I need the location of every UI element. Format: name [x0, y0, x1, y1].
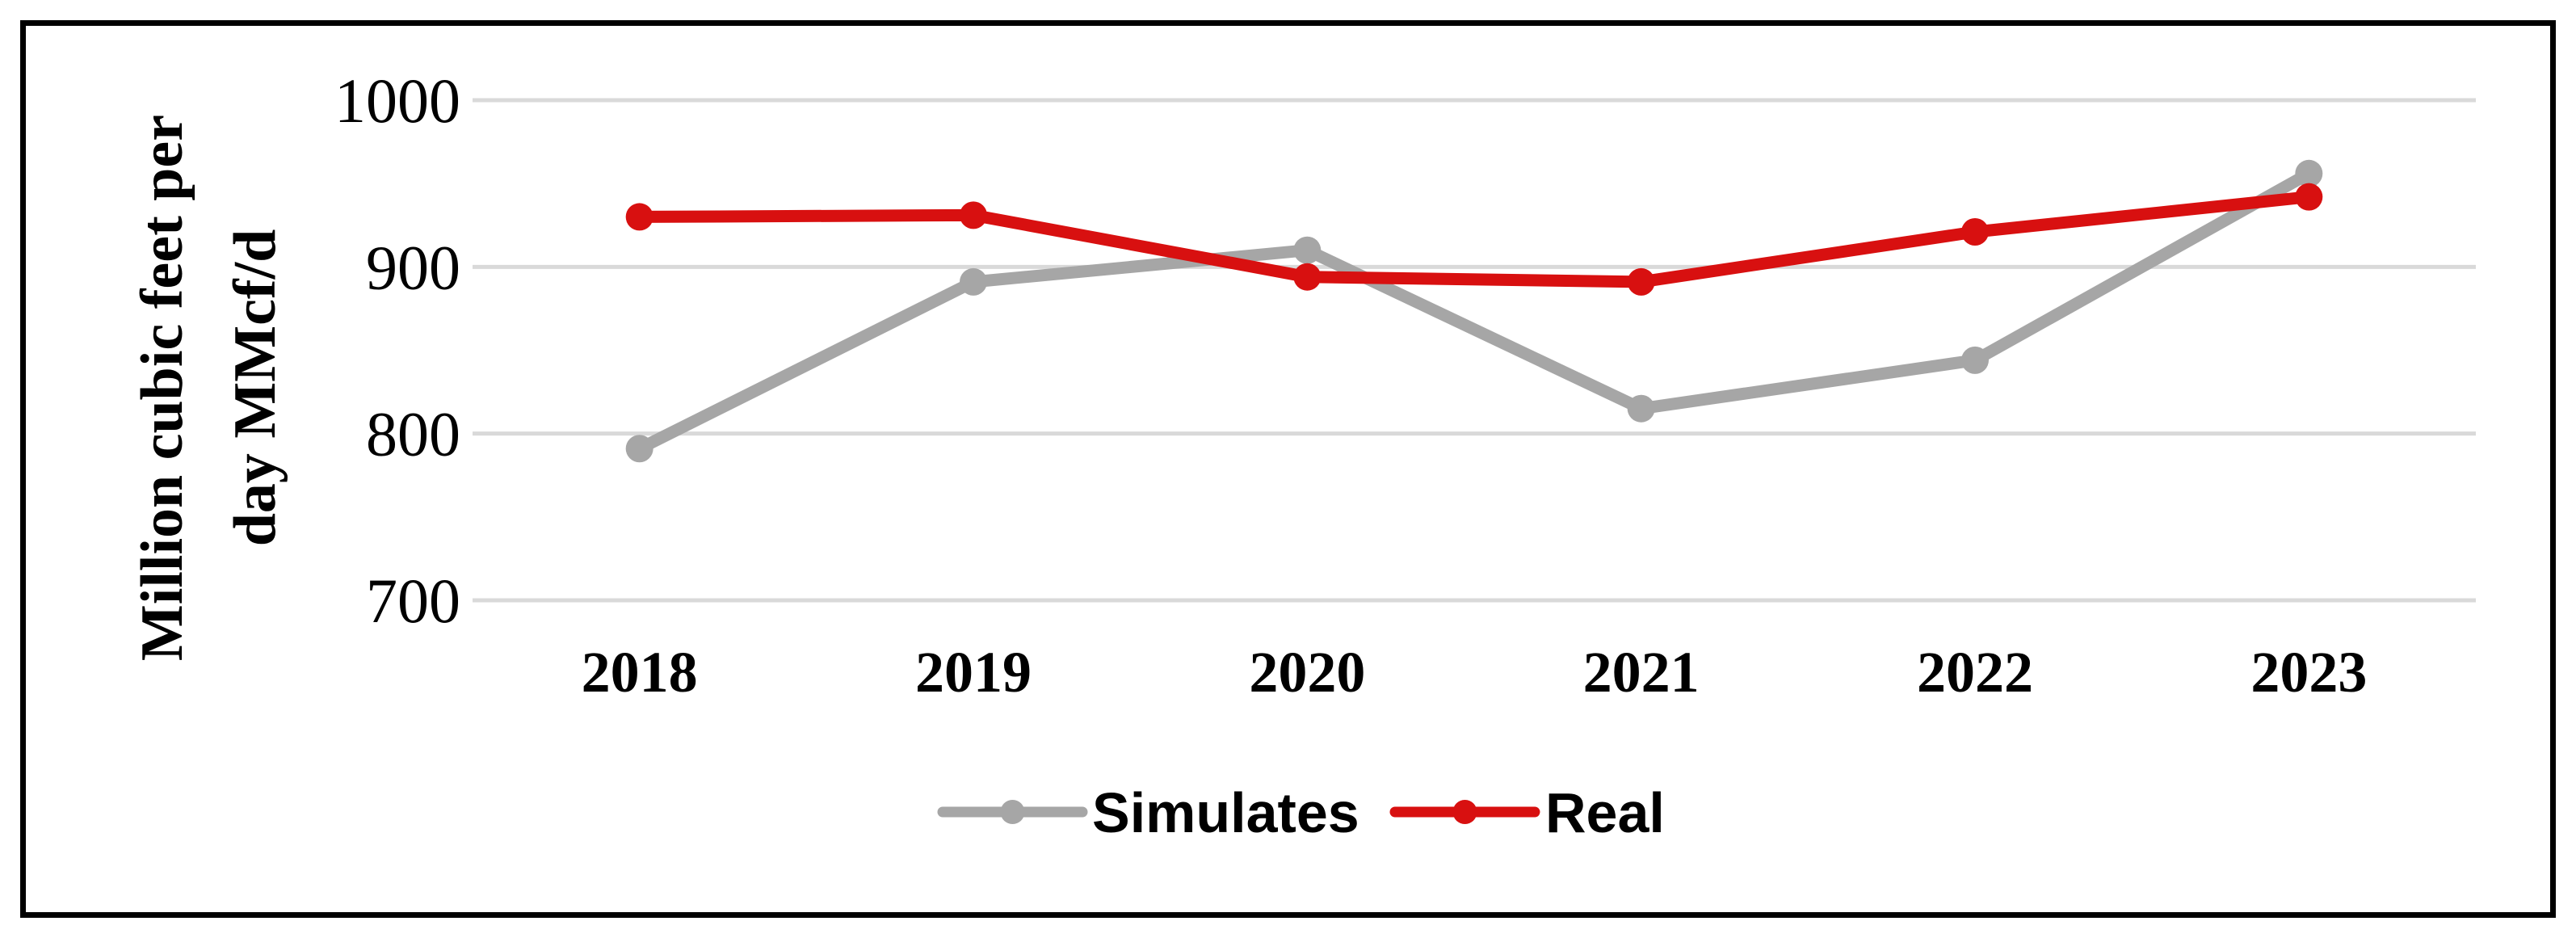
chart-border	[20, 20, 2556, 918]
data-point-simulates-2023	[2295, 159, 2323, 187]
data-point-real-2019	[960, 201, 987, 229]
legend-group: Simulates Real	[937, 781, 1665, 844]
gridlines-group	[473, 98, 2476, 603]
data-point-real-2020	[1293, 263, 1322, 291]
data-point-simulates-2018	[625, 435, 653, 463]
x-tick-label-2020: 2020	[1249, 640, 1365, 705]
x-axis-tick-labels: 2018 2019 2020 2021 2022 2023	[582, 640, 2368, 705]
x-tick-label-2022: 2022	[1917, 640, 2033, 705]
x-tick-label-2021: 2021	[1583, 640, 1700, 705]
x-tick-label-2023: 2023	[2250, 640, 2367, 705]
legend-label-real: Real	[1545, 781, 1665, 844]
data-point-simulates-2020	[1293, 236, 1322, 264]
data-point-simulates-2022	[1961, 346, 1989, 374]
y-tick-label-700: 700	[366, 566, 460, 636]
y-tick-label-800: 800	[366, 399, 460, 469]
data-point-real-2021	[1627, 267, 1655, 296]
series-group	[625, 159, 2323, 463]
y-axis-title-line1: Million cubic feet per	[129, 115, 195, 661]
x-tick-label-2018: 2018	[582, 640, 698, 705]
legend-keys	[937, 800, 1540, 824]
y-axis-tick-labels: 1000 900 800 700	[334, 65, 460, 636]
data-point-simulates-2019	[960, 267, 987, 296]
data-point-real-2022	[1961, 218, 1989, 246]
data-point-real-2018	[625, 203, 653, 231]
y-axis-title-line2: day MMcf/d	[222, 229, 288, 547]
y-tick-label-1000: 1000	[334, 65, 460, 136]
x-tick-label-2019: 2019	[915, 640, 1032, 705]
series-line-simulates	[633, 167, 2315, 455]
series-line-real	[633, 191, 2315, 288]
data-point-real-2023	[2295, 183, 2323, 211]
legend-key-marker-real	[1452, 800, 1477, 824]
data-point-simulates-2021	[1627, 394, 1655, 423]
y-tick-label-900: 900	[366, 232, 460, 302]
legend-key-marker-simulates	[1000, 800, 1025, 824]
legend-label-simulates: Simulates	[1092, 781, 1359, 844]
